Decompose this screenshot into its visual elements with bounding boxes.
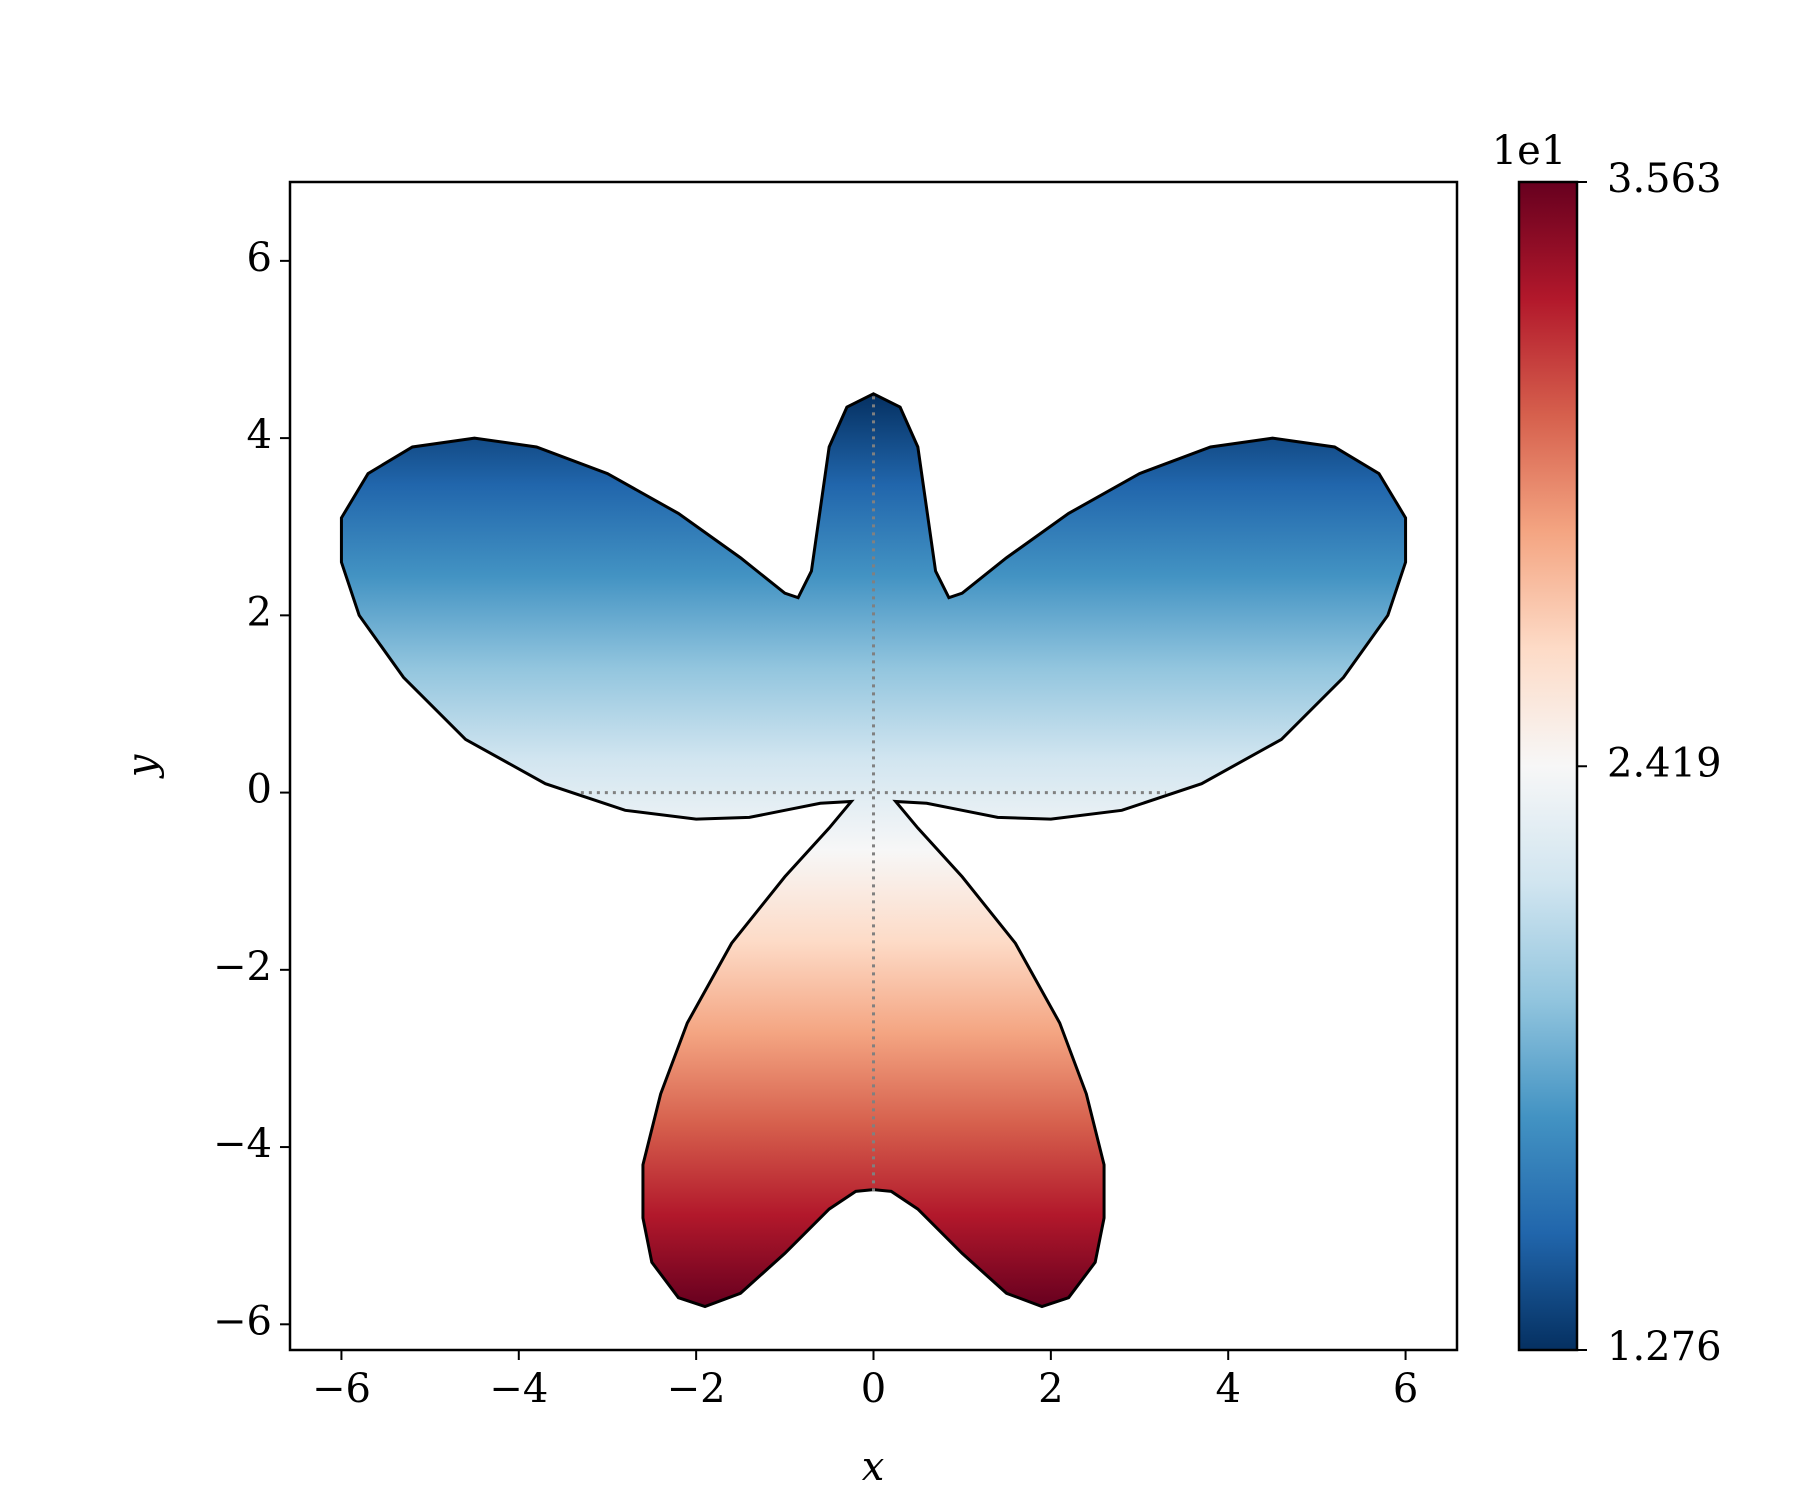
filled-shape — [339, 392, 1408, 1309]
x-tick-label: 2 — [1038, 1366, 1063, 1412]
colorbar-tick-label: 2.419 — [1607, 740, 1722, 786]
x-tick-label: −2 — [667, 1366, 726, 1412]
y-tick-label: −6 — [213, 1298, 272, 1344]
colorbar-tick-label: 3.563 — [1607, 156, 1722, 202]
y-tick-label: 2 — [247, 589, 272, 635]
y-tick-label: 4 — [247, 412, 272, 458]
y-axis-label: y — [119, 753, 165, 779]
x-tick-label: 4 — [1215, 1366, 1240, 1412]
colorbar-offset: 1e1 — [1492, 128, 1567, 174]
x-tick-label: 0 — [861, 1366, 886, 1412]
x-tick-label: −6 — [312, 1366, 371, 1412]
x-tick-label: −4 — [489, 1366, 548, 1412]
y-tick-label: −4 — [213, 1121, 272, 1167]
y-tick-label: 0 — [247, 767, 272, 813]
x-axis-label: x — [862, 1444, 885, 1490]
y-tick-label: 6 — [247, 235, 272, 281]
colorbar-tick-label: 1.276 — [1607, 1324, 1722, 1370]
x-tick-label: 6 — [1393, 1366, 1418, 1412]
y-tick-label: −2 — [213, 944, 272, 990]
colorbar — [1517, 180, 1579, 1352]
